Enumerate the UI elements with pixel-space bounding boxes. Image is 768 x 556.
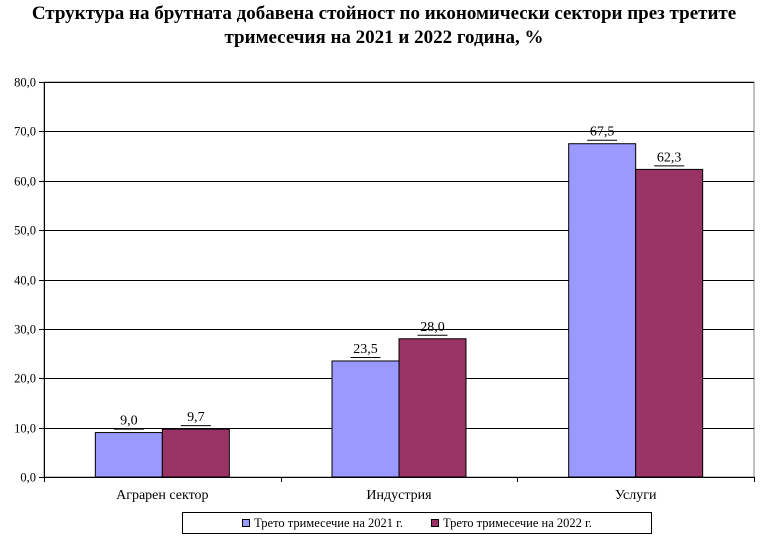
y-tick-label: 70,0 (14, 125, 36, 139)
bar-2022 (635, 168, 704, 478)
chart-title-line-2: тримесечия на 2021 и 2022 година, % (224, 27, 544, 48)
legend-label-2022: Трето тримесечие на 2022 г. (443, 515, 592, 530)
chart-title: Структура на брутната добавена стойност … (0, 2, 768, 50)
chart-title-line-1: Структура на брутната добавена стойност … (31, 3, 737, 24)
y-tick-label: 30,0 (14, 323, 36, 337)
bar-2021 (94, 432, 163, 478)
y-tick-label: 80,0 (14, 76, 36, 90)
x-tick-label: Услуги (615, 488, 657, 503)
y-tick-label: 0,0 (20, 471, 36, 485)
legend-swatch-2021 (242, 519, 251, 527)
data-label: 9,0 (120, 414, 138, 429)
y-tick-label: 20,0 (14, 372, 36, 386)
y-tick-label: 10,0 (14, 422, 36, 436)
data-label: 9,7 (187, 410, 205, 425)
legend-label-2021: Трето тримесечие на 2021 г. (254, 515, 403, 530)
bar-2021 (331, 360, 400, 478)
x-tick-label: Аграрен сектор (116, 488, 208, 503)
bar-chart: 0,0 10,0 20,0 30,0 40,0 50,0 60,0 70,0 80,0 Аграр… (14, 76, 755, 503)
y-tick-label: 50,0 (14, 224, 36, 238)
legend-entry-2022: Трето тримесечие на 2022 г. (431, 516, 592, 531)
data-label: 67,5 (590, 125, 615, 140)
bar-2021 (568, 143, 637, 478)
y-tick-label: 40,0 (14, 274, 36, 288)
data-label: 23,5 (353, 342, 378, 357)
data-label: 62,3 (657, 150, 682, 165)
legend-swatch-2022 (431, 519, 439, 527)
bar-2022 (398, 338, 467, 478)
bar-2022 (161, 428, 230, 478)
y-tick-label: 60,0 (14, 175, 36, 189)
x-tick-label: Индустрия (366, 488, 432, 503)
legend: Трето тримесечие на 2021 г. Трето тримес… (182, 512, 652, 534)
data-label: 28,0 (420, 320, 445, 335)
legend-entry-2021: Трето тримесечие на 2021 г. (242, 516, 403, 531)
